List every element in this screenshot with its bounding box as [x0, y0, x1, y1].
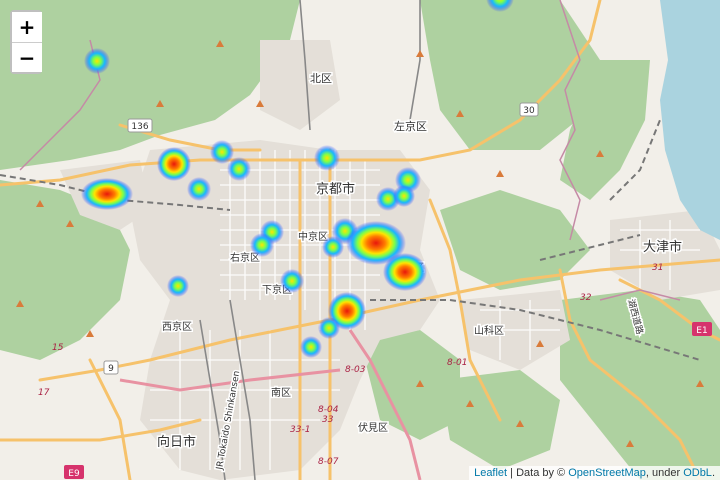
heat-spot [346, 221, 406, 265]
route-shield-e9: E9 [64, 465, 84, 479]
heat-spot [486, 0, 514, 12]
heat-spot [167, 275, 189, 297]
heat-spot [81, 178, 133, 210]
heat-spot [157, 147, 191, 181]
label-kita-ku: 北区 [310, 72, 332, 85]
osm-link[interactable]: OpenStreetMap [568, 467, 646, 479]
zoom-control: + − [10, 10, 42, 74]
heat-spot [210, 140, 234, 164]
expressways [119, 329, 422, 480]
attribution-under: , under [645, 467, 684, 479]
heat-spot [227, 157, 251, 181]
route-label-8-03: 8-03 [345, 365, 366, 375]
route-label-8-01: 8-01 [447, 358, 467, 368]
route-label-33-1: 33-1 [290, 425, 310, 435]
heat-spot [322, 236, 344, 258]
odbl-link[interactable]: ODbL [683, 467, 712, 479]
label-sakyo-ku: 左京区 [394, 119, 427, 133]
label-otsu-city: 大津市 [643, 239, 682, 255]
heat-spot [318, 317, 340, 339]
svg-text:136: 136 [131, 122, 148, 132]
heat-spot [314, 145, 340, 171]
label-nishikyo-ku: 西京区 [162, 320, 192, 333]
route-label-17: 17 [38, 388, 50, 398]
route-label-32: 32 [580, 293, 592, 303]
svg-text:E9: E9 [68, 469, 80, 479]
route-label-8-07: 8-07 [318, 457, 339, 467]
route-shield-9: 9 [103, 360, 119, 375]
label-minami-ku: 南区 [271, 386, 291, 399]
route-shield-136: 136 [127, 118, 153, 133]
attribution-bar: Leaflet | Data by © OpenStreetMap, under… [469, 466, 720, 480]
heat-spot [393, 185, 415, 207]
svg-text:9: 9 [108, 364, 114, 374]
route-label-15: 15 [52, 343, 64, 353]
route-shield-30: 30 [519, 102, 539, 117]
route-label-8-04: 8-04 [318, 405, 339, 415]
zoom-out-button[interactable]: − [12, 42, 42, 72]
svg-text:E1: E1 [696, 326, 707, 336]
route-shield-e1: E1 [692, 322, 712, 336]
heatmap-layer [81, 0, 514, 358]
label-muko-city: 向日市 [157, 434, 196, 450]
heat-spot [84, 48, 110, 74]
rail-lines-solid [199, 0, 421, 480]
heat-spot [383, 253, 427, 291]
label-ukyo-ku: 右京区 [230, 251, 260, 264]
heat-spot [328, 292, 366, 330]
heat-spot [250, 233, 274, 257]
svg-text:30: 30 [523, 106, 535, 116]
heat-spot [187, 177, 211, 201]
label-fushimi-ku: 伏見区 [358, 421, 388, 434]
attribution-sep: | Data by © [507, 467, 569, 479]
leaflet-link[interactable]: Leaflet [474, 467, 508, 479]
heat-spot [300, 336, 322, 358]
attribution-end: . [711, 467, 715, 479]
route-label-31: 31 [652, 263, 663, 273]
label-nakagyo-ku: 中京区 [298, 230, 328, 243]
lake-biwa [660, 0, 720, 240]
peak-markers [16, 40, 704, 447]
zoom-in-button[interactable]: + [12, 12, 42, 42]
route-label-33: 33 [322, 415, 334, 425]
heat-spot [280, 269, 304, 293]
route-shields: 136 30 9 E1 E9 15 17 31 32 8-01 8-03 8-0… [38, 102, 712, 479]
label-yamashina-ku: 山科区 [474, 324, 504, 337]
label-kyoto-city: 京都市 [316, 181, 355, 197]
